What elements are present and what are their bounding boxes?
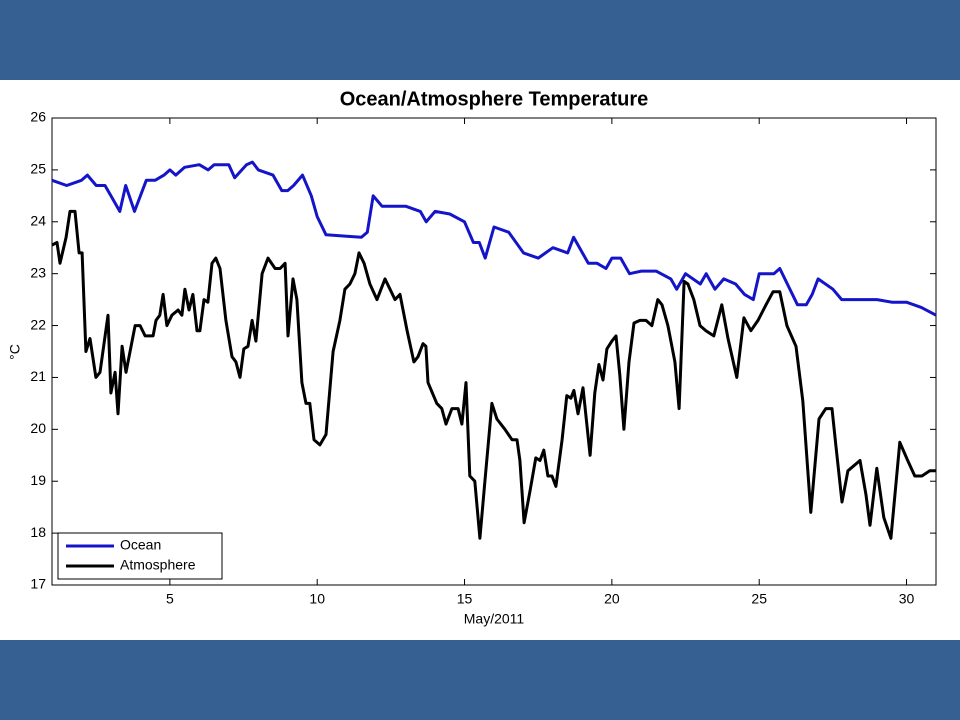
x-tick-label: 5	[166, 591, 174, 607]
y-tick-label: 26	[30, 109, 46, 125]
bottom-band	[0, 640, 960, 720]
legend-label: Atmosphere	[120, 557, 196, 573]
top-band	[0, 0, 960, 80]
x-tick-label: 10	[309, 591, 325, 607]
y-tick-label: 20	[30, 420, 46, 436]
y-tick-label: 17	[30, 576, 46, 592]
x-tick-label: 30	[899, 591, 915, 607]
y-tick-label: 21	[30, 368, 46, 384]
y-tick-label: 24	[30, 212, 46, 228]
series-line	[51, 209, 936, 540]
legend-label: Ocean	[120, 537, 161, 553]
legend-box	[57, 532, 223, 580]
y-tick-label: 19	[30, 472, 46, 488]
x-tick-label: 20	[604, 591, 620, 607]
series-line	[51, 160, 937, 317]
chart-title: Ocean/Atmosphere Temperature	[340, 88, 649, 110]
x-tick-label: 25	[751, 591, 767, 607]
y-tick-label: 25	[30, 161, 46, 177]
y-tick-label: 18	[30, 524, 46, 540]
x-tick-label: 15	[457, 591, 473, 607]
plot-frame	[51, 117, 937, 586]
x-axis-label: May/2011	[464, 611, 525, 627]
y-axis-label: °C	[7, 344, 23, 360]
y-tick-label: 23	[30, 264, 46, 280]
y-tick-label: 22	[30, 316, 46, 332]
